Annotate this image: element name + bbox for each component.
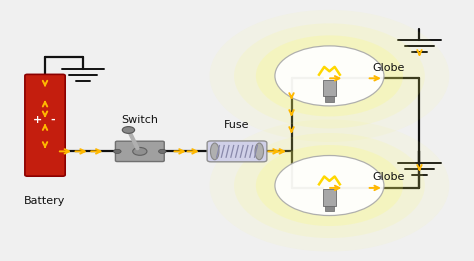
Ellipse shape — [210, 143, 219, 160]
Bar — [325, 206, 334, 211]
Circle shape — [113, 149, 121, 153]
Text: -: - — [50, 115, 55, 125]
Circle shape — [158, 149, 166, 153]
Text: Globe: Globe — [372, 173, 404, 182]
Circle shape — [275, 46, 384, 106]
FancyBboxPatch shape — [25, 74, 65, 176]
Circle shape — [122, 127, 135, 133]
FancyBboxPatch shape — [207, 141, 267, 162]
Text: Switch: Switch — [121, 115, 158, 125]
Text: +: + — [33, 115, 42, 125]
Bar — [325, 96, 334, 102]
Circle shape — [256, 35, 403, 116]
Circle shape — [210, 120, 449, 252]
Circle shape — [234, 133, 425, 238]
Bar — [323, 80, 336, 96]
Text: Fuse: Fuse — [224, 121, 250, 130]
Ellipse shape — [255, 143, 264, 160]
Circle shape — [210, 10, 449, 142]
Bar — [323, 189, 336, 206]
Circle shape — [133, 147, 147, 155]
Circle shape — [256, 145, 403, 226]
FancyBboxPatch shape — [115, 141, 164, 162]
Text: Battery: Battery — [24, 196, 66, 206]
Circle shape — [234, 23, 425, 128]
Circle shape — [275, 156, 384, 216]
Text: Globe: Globe — [372, 63, 404, 73]
